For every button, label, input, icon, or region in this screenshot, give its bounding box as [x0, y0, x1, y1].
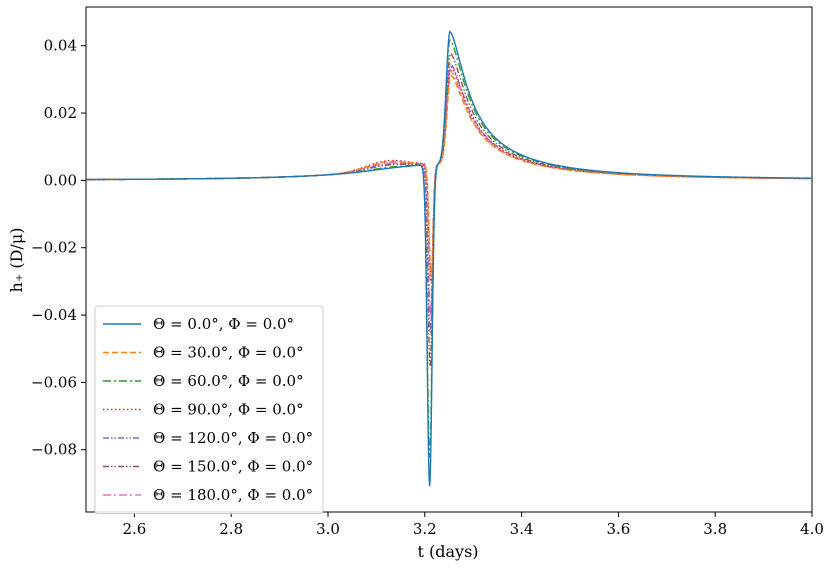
x-tick-label: 3.6 [606, 520, 630, 538]
series-line [86, 66, 812, 282]
x-tick-label: 3.2 [413, 520, 437, 538]
series-line [86, 62, 812, 333]
legend-entry: Θ = 120.0°, Φ = 0.0° [153, 429, 313, 447]
x-tick-label: 3.8 [703, 520, 727, 538]
plot-area [85, 6, 813, 513]
x-tick-label: 2.8 [219, 520, 243, 538]
x-axis-ticks: 2.6 2.8 3.0 3.2 3.4 3.6 3.8 4.0 [122, 512, 824, 538]
plot-frame [85, 6, 813, 513]
legend-entry: Θ = 90.0°, Φ = 0.0° [153, 401, 304, 419]
series-line [86, 69, 812, 316]
legend: Θ = 0.0°, Φ = 0.0° Θ = 30.0°, Φ = 0.0° Θ =… [94, 305, 324, 514]
legend-entry: Θ = 0.0°, Φ = 0.0° [153, 315, 294, 333]
x-tick-label: 4.0 [800, 520, 824, 538]
legend-entry: Θ = 60.0°, Φ = 0.0° [153, 372, 304, 390]
legend-entry: Θ = 150.0°, Φ = 0.0° [153, 458, 313, 476]
series-line [86, 30, 812, 487]
legend-entry: Θ = 180.0°, Φ = 0.0° [153, 486, 313, 504]
x-tick-label: 3.4 [510, 520, 534, 538]
legend-box [94, 305, 324, 514]
x-tick-label: 3.0 [316, 520, 340, 538]
y-tick-label: −0.02 [31, 239, 77, 257]
y-tick-label: 0.00 [44, 171, 77, 189]
y-tick-label: 0.02 [44, 104, 77, 122]
x-tick-label: 2.6 [122, 520, 146, 538]
series-lines [86, 30, 812, 487]
y-tick-label: −0.06 [31, 373, 77, 391]
y-tick-label: −0.08 [31, 441, 77, 459]
y-tick-label: −0.04 [31, 306, 77, 324]
y-axis-ticks: 0.04 0.02 0.00 −0.02 −0.04 −0.06 −0.08 [31, 37, 86, 459]
y-axis-label: h₊ (D/μ) [7, 228, 26, 293]
legend-entry: Θ = 30.0°, Φ = 0.0° [153, 344, 304, 362]
y-tick-label: 0.04 [44, 37, 77, 55]
x-axis-label: t (days) [417, 542, 478, 561]
